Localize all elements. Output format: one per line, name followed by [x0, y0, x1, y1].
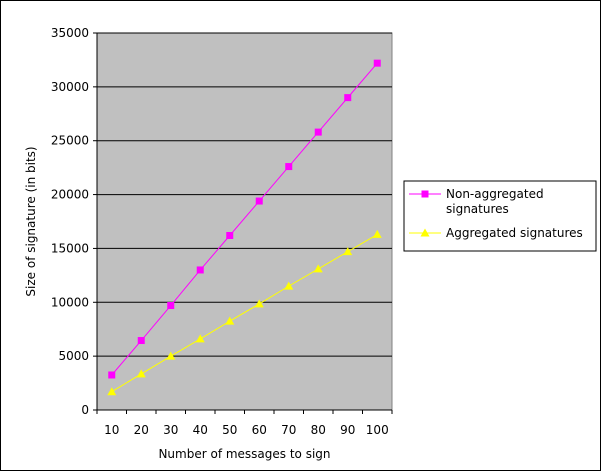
data-point: [372, 229, 382, 238]
data-point: [167, 302, 175, 310]
legend-item: Aggregated signatures: [409, 226, 583, 240]
y-tick-label: 15000: [51, 241, 89, 255]
data-point: [195, 334, 205, 343]
legend-box: [403, 180, 597, 252]
legend-item: Non-aggregated signatures: [409, 187, 544, 216]
y-tick-label: 25000: [51, 134, 89, 148]
data-point: [136, 369, 146, 378]
data-point: [373, 59, 381, 67]
y-tick-label: 35000: [51, 26, 89, 40]
data-point: [313, 264, 323, 273]
data-point: [225, 316, 235, 325]
data-point: [166, 351, 176, 360]
data-point: [314, 128, 322, 136]
series-markers: [107, 59, 382, 396]
y-axis-tick-labels: 0 5000 10000 15000 20000 25000 30000 35000: [51, 26, 97, 417]
series-line-1: [111, 233, 378, 393]
data-point: [255, 197, 263, 205]
data-point: [254, 299, 264, 308]
y-tick-label: 5000: [58, 349, 89, 363]
data-point: [137, 337, 145, 345]
x-tick-label: 90: [340, 423, 355, 437]
data-point: [196, 266, 204, 274]
x-tick-label: 10: [104, 423, 119, 437]
data-point: [285, 163, 293, 171]
data-point: [343, 247, 353, 256]
legend: Non-aggregated signatures Aggregated signa…: [403, 180, 597, 252]
x-axis-label: Number of messages to sign: [158, 447, 330, 461]
data-point: [226, 232, 234, 240]
legend-marker: [421, 190, 429, 198]
x-tick-label: 80: [311, 423, 326, 437]
series-lines: [111, 62, 378, 393]
legend-marker: [420, 228, 430, 237]
y-tick-label: 10000: [51, 295, 89, 309]
y-tick-label: 20000: [51, 188, 89, 202]
data-point: [108, 371, 116, 379]
plot-area: [96, 32, 393, 411]
legend-label: Non-aggregated signatures: [446, 187, 544, 216]
x-axis-tick-labels: 10 20 30 40 50 60 70 80 90 100: [96, 410, 393, 437]
series-line-0: [111, 62, 378, 376]
x-tick-label: 70: [281, 423, 296, 437]
x-tick-label: 40: [193, 423, 208, 437]
data-point: [284, 281, 294, 290]
y-tick-label: 30000: [51, 80, 89, 94]
y-axis-label: Size of signature (in bits): [24, 146, 38, 296]
y-tick-label: 0: [81, 403, 89, 417]
data-point: [344, 94, 352, 102]
x-tick-label: 30: [163, 423, 178, 437]
data-point: [107, 387, 117, 396]
x-tick-label: 20: [134, 423, 149, 437]
x-tick-label: 50: [222, 423, 237, 437]
x-tick-label: 60: [252, 423, 267, 437]
x-tick-label: 100: [366, 423, 389, 437]
legend-label: Aggregated signatures: [446, 226, 583, 240]
